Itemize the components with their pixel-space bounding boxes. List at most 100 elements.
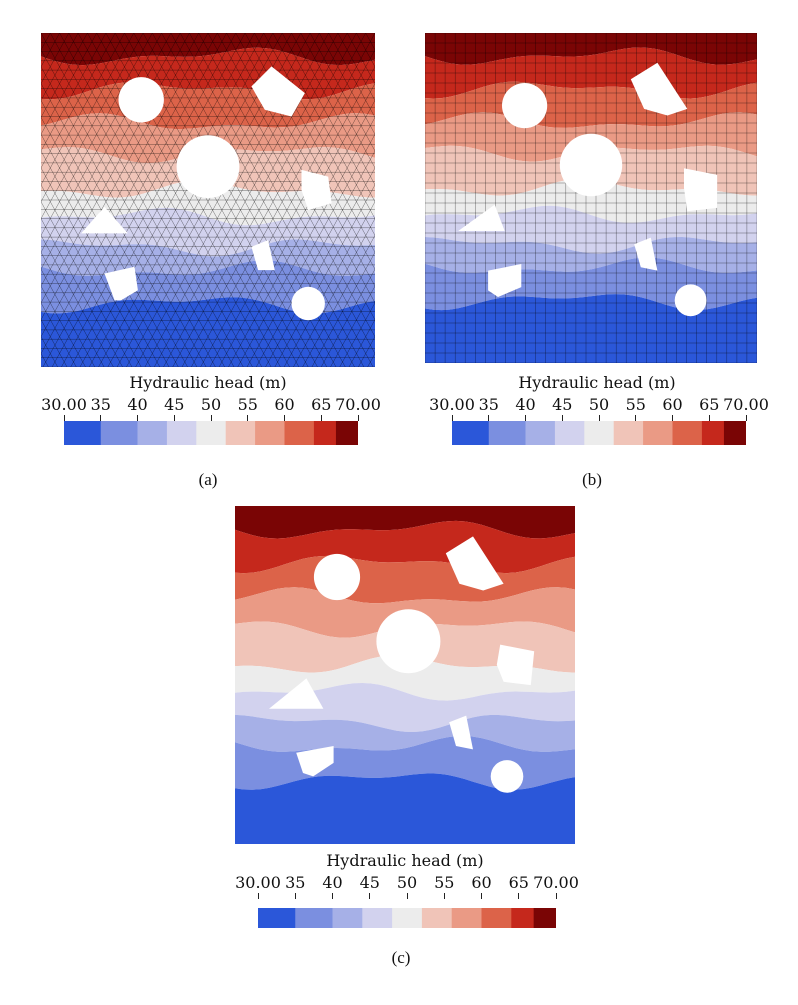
legend-title-c: Hydraulic head (m) (326, 851, 484, 870)
tick-mark (708, 415, 710, 421)
colorbar-bin-1 (488, 421, 526, 445)
colorbar-bin-5 (613, 421, 644, 445)
tick-label: 60 (471, 873, 492, 892)
tick-mark (369, 893, 371, 899)
tick-label: 35 (90, 395, 111, 414)
circular-inclusion-2 (291, 286, 325, 321)
tick-label: 65 (699, 395, 720, 414)
tick-mark (137, 415, 138, 421)
head-band-7 (425, 237, 757, 273)
colorbar-b (452, 421, 746, 445)
tick-label: 30.00 (41, 395, 87, 414)
tick-mark (357, 415, 359, 421)
circular-inclusion-1 (376, 609, 441, 674)
polygonal-inclusion-2 (458, 204, 505, 231)
polygonal-inclusion-4 (488, 264, 522, 297)
circular-inclusion-0 (313, 553, 361, 601)
tick-label: 50 (396, 873, 418, 892)
tick-label: 55 (625, 395, 646, 414)
tick-mark (635, 415, 637, 421)
colorbar-bin-0 (452, 421, 490, 445)
tick-label: 45 (359, 873, 380, 892)
tick-label: 55 (434, 873, 455, 892)
colorbar-bin-9 (533, 908, 556, 928)
tick-mark (320, 415, 322, 421)
head-field-c (235, 506, 575, 844)
head-band-6 (425, 205, 757, 254)
colorbar-bin-1 (295, 908, 333, 928)
colorbar-bin-8 (511, 908, 535, 928)
colorbar-c (258, 908, 556, 928)
head-band-0 (425, 33, 757, 65)
polygonal-inclusion-1 (684, 168, 718, 212)
tick-labels-b: 30.00 35 40 45 50 55 60 65 70.00 (429, 395, 769, 421)
tick-mark (406, 893, 408, 899)
colorbar-bin-0 (64, 421, 102, 445)
polygonal-inclusion-0 (251, 66, 305, 117)
tick-mark (173, 415, 175, 421)
colorbar-bin-9 (723, 421, 746, 445)
head-field-b (425, 33, 757, 363)
tick-label: 40 (322, 873, 343, 892)
colorbar-bin-1 (100, 421, 138, 445)
tick-label: 35 (285, 873, 306, 892)
tick-mark (598, 415, 600, 421)
colorbar-bin-5 (421, 908, 453, 928)
tick-label: 50 (200, 395, 222, 414)
caption-a: (a) (198, 470, 218, 489)
polygonal-inclusion-4 (104, 266, 138, 301)
polygonal-inclusion-3 (251, 240, 275, 271)
head-band-5 (235, 655, 575, 701)
tick-labels-c: 30.00 35 40 45 50 55 60 65 70.00 (235, 873, 579, 899)
tick-label: 30.00 (429, 395, 475, 414)
tick-mark (210, 415, 212, 421)
polygonal-inclusion-3 (449, 715, 473, 750)
tick-mark (672, 415, 673, 421)
colorbar-a (64, 421, 358, 445)
tick-mark (100, 415, 102, 421)
caption-b: (b) (582, 470, 602, 489)
tick-mark (443, 893, 445, 899)
tick-mark (525, 415, 526, 421)
polygonal-inclusion-1 (496, 644, 535, 686)
tick-label: 70.00 (723, 395, 769, 414)
colorbar-bin-8 (313, 421, 337, 445)
head-field-a (41, 33, 375, 367)
circular-inclusion-2 (490, 760, 524, 793)
tick-mark (247, 415, 249, 421)
colorbar-bin-3 (362, 908, 393, 928)
head-band-9 (235, 773, 575, 844)
circular-inclusion-0 (502, 83, 548, 129)
head-band-9 (425, 294, 757, 363)
tick-label: 40 (127, 395, 148, 414)
head-band-0 (41, 33, 375, 66)
polygonal-inclusion-4 (296, 746, 334, 777)
colorbar-bin-7 (672, 421, 703, 445)
polygonal-inclusion-1 (301, 169, 332, 210)
tick-label: 65 (508, 873, 529, 892)
tick-mark (555, 893, 557, 899)
head-band-5 (41, 180, 375, 226)
tick-label: 70.00 (335, 395, 381, 414)
colorbar-bin-2 (332, 908, 363, 928)
tick-label: 35 (478, 395, 499, 414)
tick-label: 45 (164, 395, 185, 414)
head-band-7 (41, 239, 375, 276)
tick-mark (257, 893, 259, 899)
tick-mark (481, 893, 482, 899)
colorbar-bin-9 (335, 421, 358, 445)
polygonal-inclusion-3 (634, 237, 658, 271)
colorbar-bin-4 (584, 421, 615, 445)
tick-label: 40 (515, 395, 536, 414)
colorbar-bin-4 (392, 908, 423, 928)
colorbar-bin-6 (643, 421, 673, 445)
colorbar-bin-5 (225, 421, 256, 445)
colorbar-bin-3 (166, 421, 197, 445)
colorbar-bin-2 (525, 421, 556, 445)
tick-mark (518, 893, 520, 899)
head-band-9 (41, 297, 375, 367)
legend-title-a: Hydraulic head (m) (129, 373, 287, 392)
colorbar-bin-6 (255, 421, 285, 445)
tick-labels-a: 30.00 35 40 45 50 55 60 65 70.00 (41, 395, 381, 421)
tick-label: 50 (588, 395, 610, 414)
